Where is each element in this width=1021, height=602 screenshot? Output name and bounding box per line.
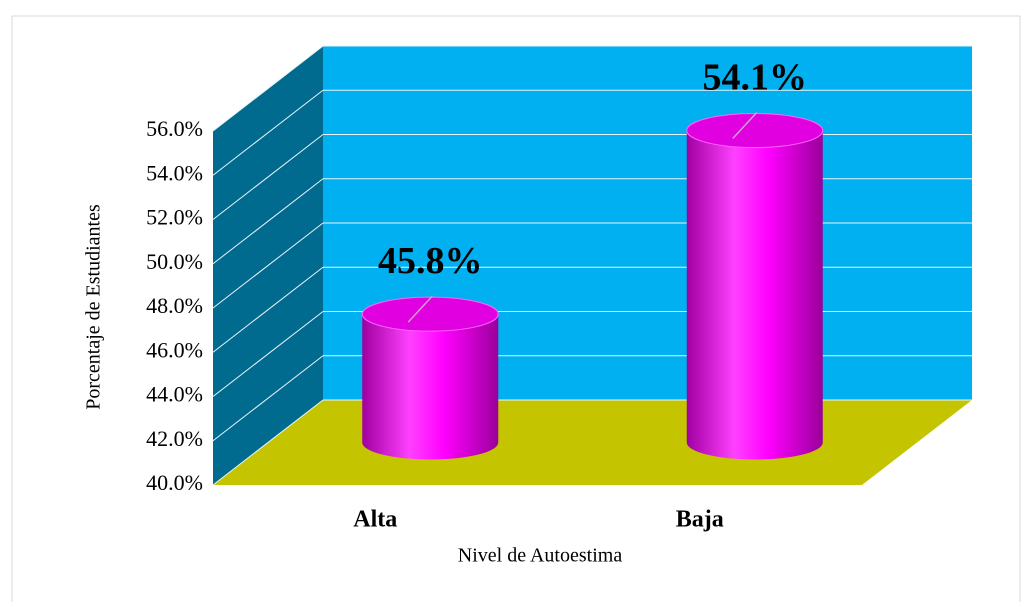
x-axis-label: Nivel de Autoestima	[458, 545, 623, 567]
x-tick-label: Baja	[676, 507, 724, 533]
grid-line	[212, 266, 324, 353]
grid-line	[212, 89, 324, 176]
bar	[686, 130, 823, 460]
value-label: 45.8%	[378, 240, 483, 282]
y-tick-label: 50.0%	[146, 249, 203, 274]
y-tick-label: 54.0%	[146, 160, 203, 185]
grid-line	[212, 222, 324, 309]
grid-line	[212, 178, 324, 265]
x-tick-label: Alta	[353, 507, 397, 533]
floor	[213, 400, 972, 485]
y-tick-label: 56.0%	[146, 116, 203, 141]
y-tick-label: 48.0%	[146, 293, 203, 318]
chart-border	[11, 15, 1021, 602]
bar	[362, 314, 499, 460]
grid-line	[212, 399, 324, 486]
value-label: 54.1%	[703, 56, 808, 98]
grid-line	[212, 355, 324, 442]
grid-line	[212, 134, 324, 220]
label-leader	[732, 112, 758, 140]
bar-top	[686, 113, 824, 149]
y-axis-label: Porcentaje de Estudiantes	[83, 204, 105, 410]
y-tick-label: 46.0%	[146, 337, 203, 362]
grid-line	[212, 311, 324, 397]
y-tick-label: 42.0%	[146, 426, 203, 451]
y-tick-label: 52.0%	[146, 205, 203, 230]
y-tick-label: 40.0%	[146, 470, 203, 495]
y-tick-label: 44.0%	[146, 382, 203, 407]
grid-line	[212, 45, 324, 132]
label-leader	[407, 295, 433, 323]
bar-top	[361, 296, 499, 332]
